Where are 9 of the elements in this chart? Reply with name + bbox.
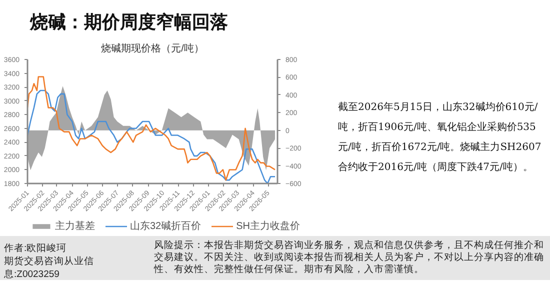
text: 作者:欧阳峻珂 [4,243,67,254]
chart-title: 烧碱期现价格（元/吨） [101,42,204,54]
text: 烧碱：期价周度窄幅回落 [28,11,228,34]
legend-label: 山东32碱折百价 [130,220,202,233]
text: 期货交易咨询从业信息:Z0023259 [4,256,94,280]
legend-label: 主力基差 [54,220,95,233]
text: 截至2026年5月15日，山东32碱均价610元/吨，折百1906元/吨、氧化铝企业采购价535元/吨，折百价1672元/吨。烧碱主力SH2607合约收于2016元/吨（周度下跌47元/吨）。 [337,100,542,175]
legend-label: SH主力收盘价 [236,220,300,233]
text: 风险提示：本报告非期货交易咨询业务服务，观点和信息仅供参考，且不构成任何推介和交易建议。不因关注、收到或阅读本报告而视相关人员为客户，不对以上分享内容的准确性、有效性、完整性做任何保证。期市有风险，入市需谨慎。 [150,236,550,280]
